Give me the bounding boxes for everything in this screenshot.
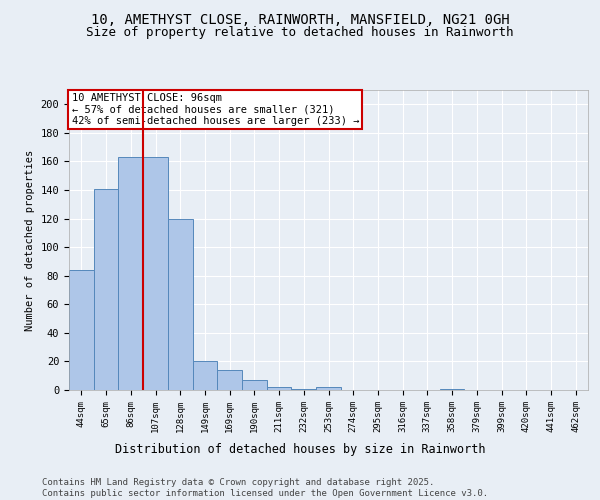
Bar [242, 380, 267, 390]
Bar [316, 387, 341, 390]
Bar [69, 270, 94, 390]
Text: 10 AMETHYST CLOSE: 96sqm
← 57% of detached houses are smaller (321)
42% of semi-: 10 AMETHYST CLOSE: 96sqm ← 57% of detach… [71, 93, 359, 126]
Bar [292, 388, 316, 390]
Bar [168, 218, 193, 390]
Text: Size of property relative to detached houses in Rainworth: Size of property relative to detached ho… [86, 26, 514, 39]
Bar [440, 388, 464, 390]
Bar [193, 362, 217, 390]
Y-axis label: Number of detached properties: Number of detached properties [25, 150, 35, 330]
Bar [118, 157, 143, 390]
Text: Distribution of detached houses by size in Rainworth: Distribution of detached houses by size … [115, 442, 485, 456]
Bar [267, 387, 292, 390]
Bar [143, 157, 168, 390]
Text: 10, AMETHYST CLOSE, RAINWORTH, MANSFIELD, NG21 0GH: 10, AMETHYST CLOSE, RAINWORTH, MANSFIELD… [91, 12, 509, 26]
Bar [94, 188, 118, 390]
Bar [217, 370, 242, 390]
Text: Contains HM Land Registry data © Crown copyright and database right 2025.
Contai: Contains HM Land Registry data © Crown c… [42, 478, 488, 498]
